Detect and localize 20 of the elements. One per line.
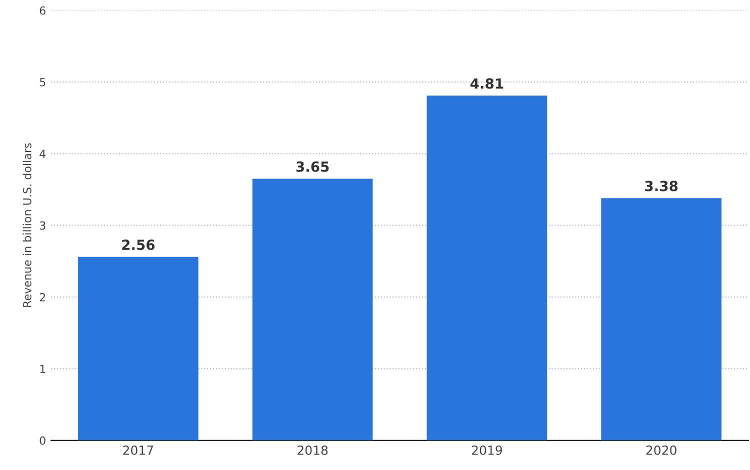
y-tick-label: 3	[40, 221, 46, 230]
y-tick-label: 6	[40, 6, 46, 15]
x-tick-label: 2017	[123, 445, 154, 455]
bar	[426, 96, 548, 440]
data-label: 2.56	[122, 240, 155, 250]
y-tick-label: 0	[40, 436, 46, 445]
y-axis-title: Revenue in billion U.S. dollars	[22, 143, 32, 307]
bar	[601, 198, 722, 440]
x-tick-label: 2018	[298, 445, 328, 455]
data-label: 4.81	[470, 78, 504, 89]
y-tick-label: 2	[40, 293, 46, 302]
data-label: 3.38	[645, 180, 678, 192]
bar	[78, 256, 198, 440]
y-tick-label: 4	[40, 150, 46, 158]
data-label: 3.65	[296, 161, 329, 172]
x-tick-label: 2019	[472, 445, 502, 455]
y-tick-label: 1	[40, 364, 46, 373]
bar	[252, 178, 373, 440]
x-tick-label: 2020	[646, 445, 676, 455]
y-tick-label: 5	[40, 78, 46, 86]
